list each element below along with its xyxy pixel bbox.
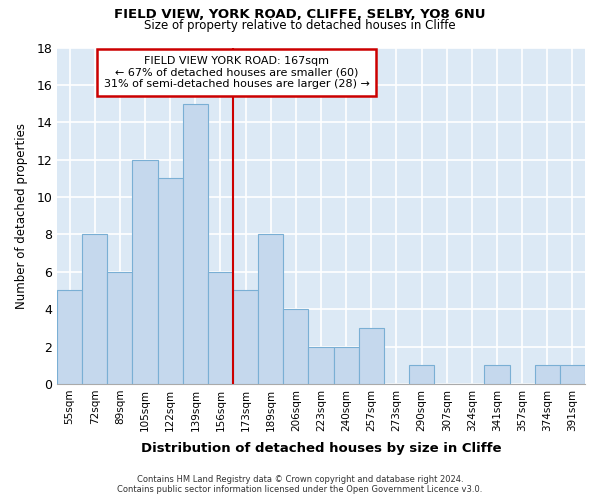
Text: FIELD VIEW, YORK ROAD, CLIFFE, SELBY, YO8 6NU: FIELD VIEW, YORK ROAD, CLIFFE, SELBY, YO… <box>114 8 486 20</box>
Text: Contains HM Land Registry data © Crown copyright and database right 2024.
Contai: Contains HM Land Registry data © Crown c… <box>118 474 482 494</box>
X-axis label: Distribution of detached houses by size in Cliffe: Distribution of detached houses by size … <box>141 442 501 455</box>
Bar <box>334 346 359 384</box>
Bar <box>82 234 107 384</box>
Bar <box>183 104 208 384</box>
Bar <box>409 365 434 384</box>
Bar <box>57 290 82 384</box>
Bar <box>560 365 585 384</box>
Bar <box>208 272 233 384</box>
Bar <box>283 309 308 384</box>
Bar <box>258 234 283 384</box>
Text: FIELD VIEW YORK ROAD: 167sqm
← 67% of detached houses are smaller (60)
31% of se: FIELD VIEW YORK ROAD: 167sqm ← 67% of de… <box>104 56 370 89</box>
Bar <box>107 272 133 384</box>
Bar <box>484 365 509 384</box>
Bar <box>158 178 183 384</box>
Bar <box>133 160 158 384</box>
Bar <box>359 328 384 384</box>
Bar <box>233 290 258 384</box>
Y-axis label: Number of detached properties: Number of detached properties <box>15 122 28 308</box>
Text: Size of property relative to detached houses in Cliffe: Size of property relative to detached ho… <box>144 19 456 32</box>
Bar <box>535 365 560 384</box>
Bar <box>308 346 334 384</box>
